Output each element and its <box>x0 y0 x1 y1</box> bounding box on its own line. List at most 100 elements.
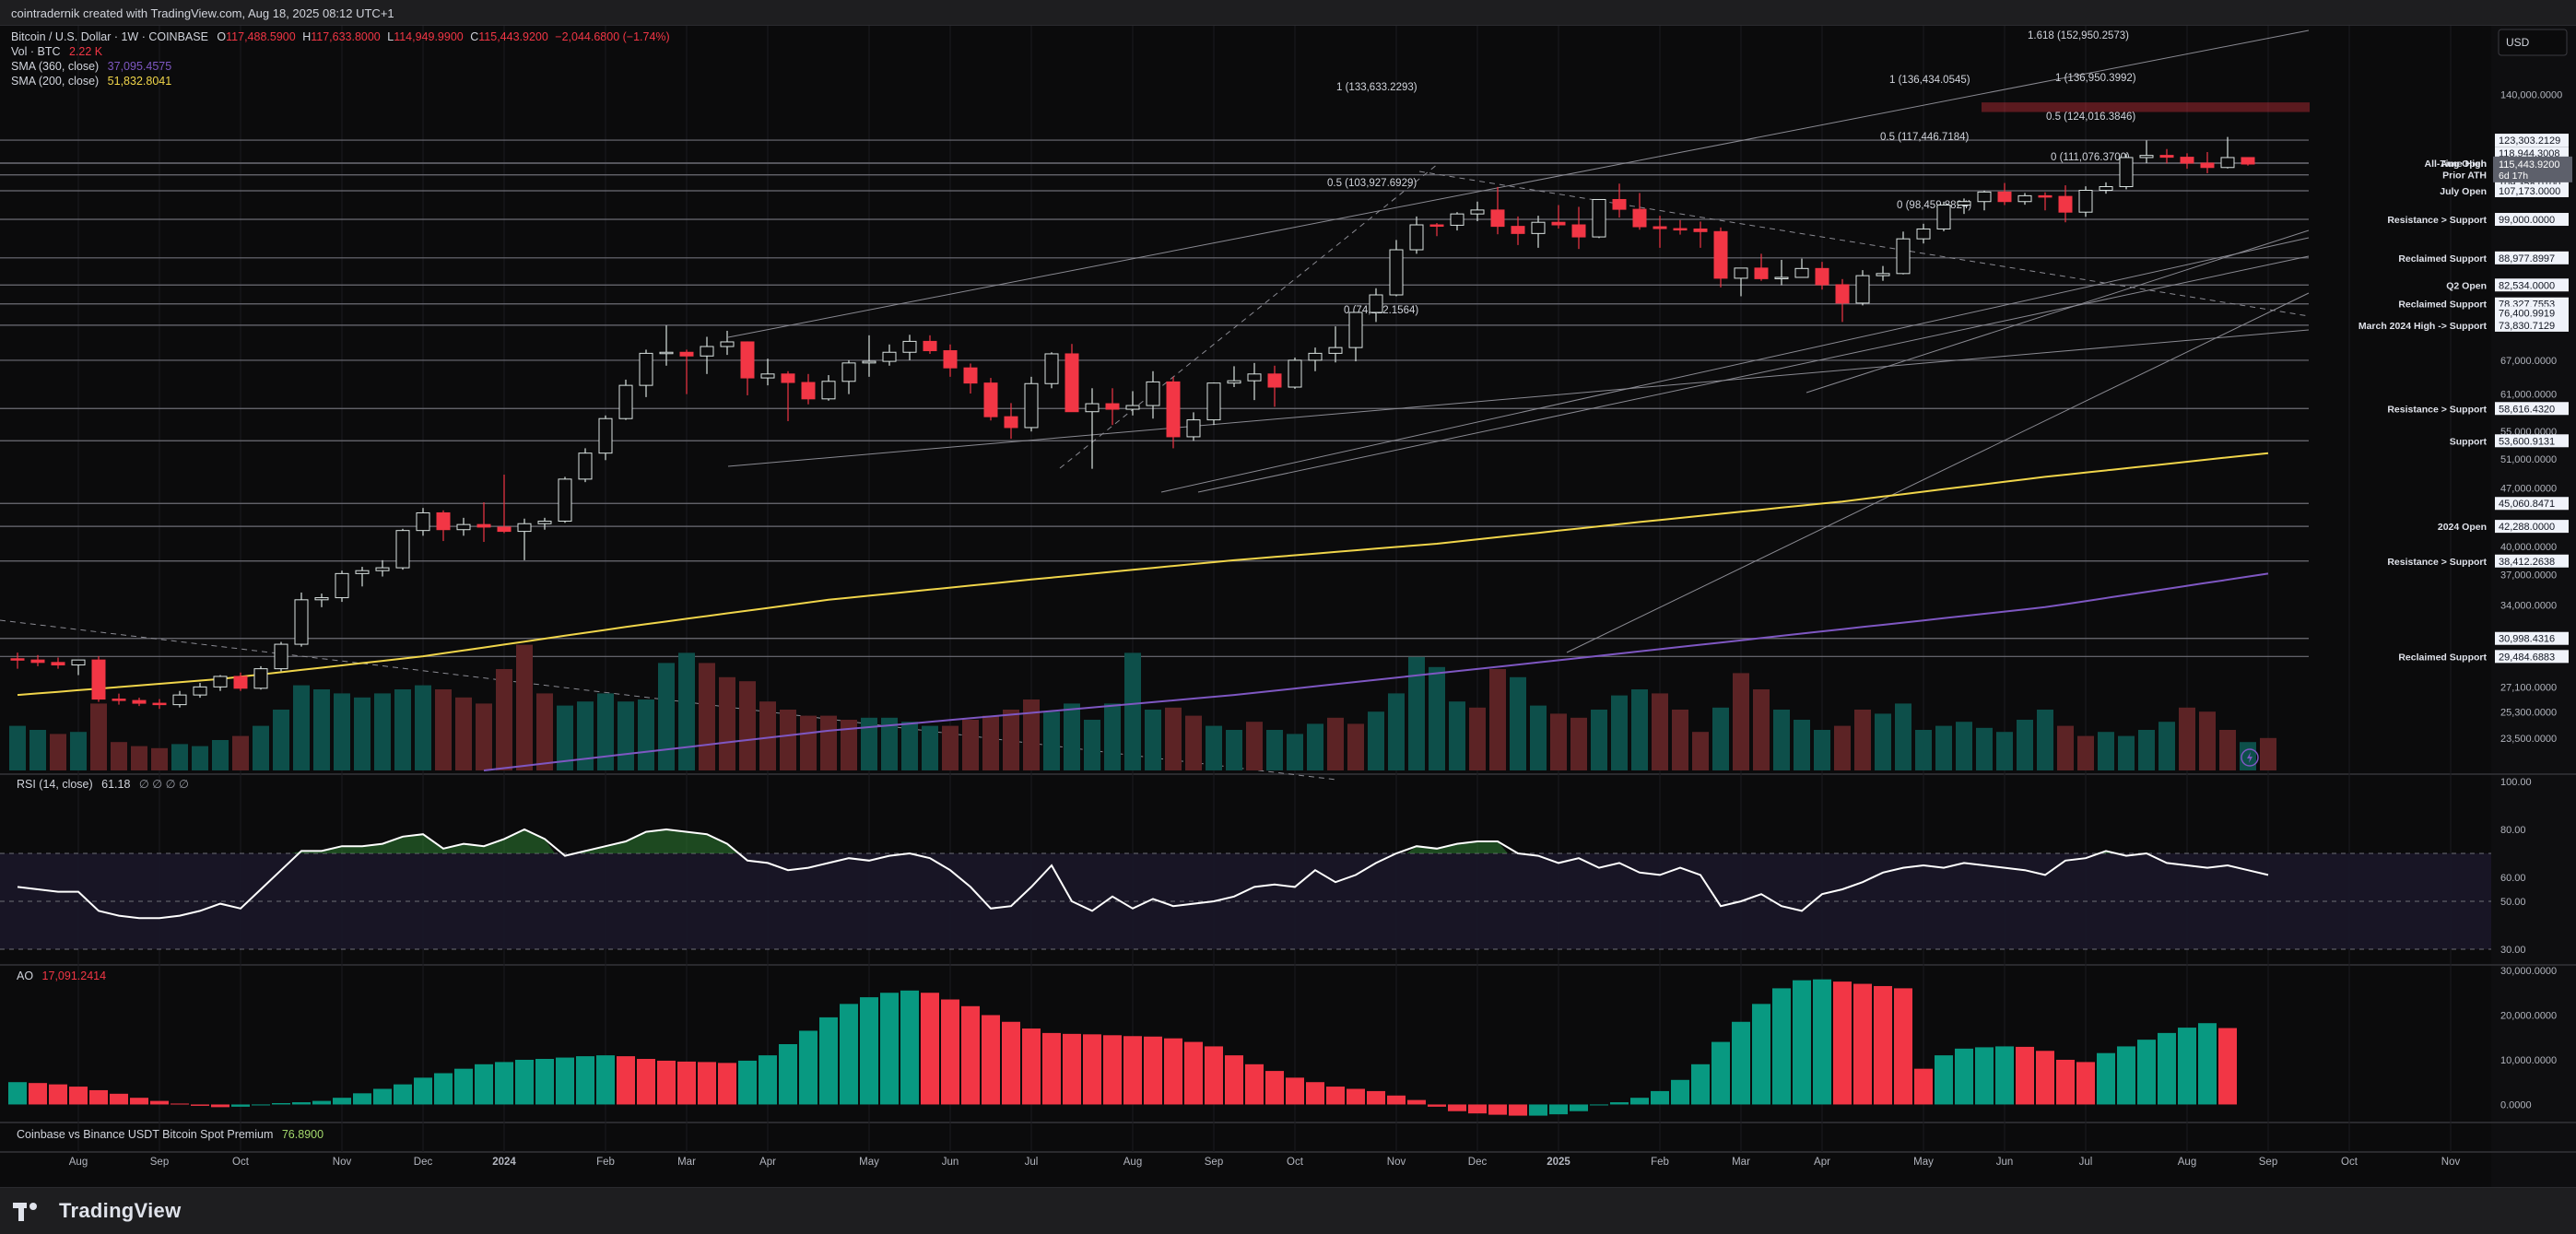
candle[interactable] <box>598 415 613 461</box>
rsi-line[interactable] <box>17 828 2269 920</box>
chart-area[interactable]: All-Time High Aug Open Prior ATH July Open R… <box>0 26 2576 1187</box>
candle[interactable] <box>1531 216 1546 248</box>
candle[interactable] <box>1592 198 1606 239</box>
candle[interactable] <box>335 570 349 603</box>
candle[interactable] <box>2099 182 2113 194</box>
candle[interactable] <box>112 693 126 705</box>
candle[interactable] <box>841 359 856 394</box>
candle[interactable] <box>1166 376 1181 449</box>
candle[interactable] <box>1632 193 1647 230</box>
candle[interactable] <box>1571 206 1586 250</box>
candle[interactable] <box>1146 370 1160 419</box>
candle[interactable] <box>274 641 288 672</box>
candle[interactable] <box>1227 366 1241 388</box>
candle[interactable] <box>2220 136 2235 169</box>
candle[interactable] <box>1085 388 1100 469</box>
candle[interactable] <box>1511 216 1525 245</box>
candle[interactable] <box>740 341 755 395</box>
candle[interactable] <box>821 375 836 401</box>
candle[interactable] <box>618 379 633 420</box>
candle[interactable] <box>233 672 248 691</box>
candle[interactable] <box>1774 259 1789 286</box>
candle[interactable] <box>1288 358 1302 389</box>
candle[interactable] <box>639 349 653 397</box>
candle[interactable] <box>1328 326 1343 363</box>
channel-line[interactable] <box>727 329 2310 467</box>
candle[interactable] <box>1734 267 1748 297</box>
channel-line[interactable] <box>1806 229 2310 394</box>
candle[interactable] <box>1977 190 1992 211</box>
candle[interactable] <box>2058 185 2073 223</box>
candle[interactable] <box>1308 347 1323 371</box>
candle[interactable] <box>700 336 714 374</box>
candle[interactable] <box>132 698 147 707</box>
candle[interactable] <box>1876 265 1890 281</box>
candle[interactable] <box>416 508 430 536</box>
candle[interactable] <box>152 699 167 710</box>
candle[interactable] <box>2139 140 2154 163</box>
candle[interactable] <box>1997 182 2012 206</box>
candle[interactable] <box>2159 148 2174 164</box>
candle[interactable] <box>2078 186 2093 217</box>
candle[interactable] <box>781 370 795 421</box>
candle[interactable] <box>1754 253 1769 281</box>
candle[interactable] <box>1612 183 1627 218</box>
candle[interactable] <box>1125 391 1140 416</box>
candle[interactable] <box>456 517 471 536</box>
candle[interactable] <box>1105 388 1120 426</box>
candle[interactable] <box>1936 201 1951 231</box>
candle[interactable] <box>679 349 694 394</box>
candle[interactable] <box>1713 227 1728 288</box>
candle[interactable] <box>1267 365 1282 407</box>
sma200-line[interactable] <box>17 452 2269 697</box>
candle[interactable] <box>294 592 309 647</box>
sma360-line[interactable] <box>483 572 2269 771</box>
candle[interactable] <box>172 690 187 708</box>
candle[interactable] <box>395 528 410 570</box>
candle[interactable] <box>923 335 937 354</box>
candle[interactable] <box>1065 344 1079 413</box>
candle[interactable] <box>2241 157 2255 166</box>
candle[interactable] <box>1551 205 1566 229</box>
channel-line[interactable] <box>727 29 2310 338</box>
candle[interactable] <box>801 373 816 405</box>
candle[interactable] <box>943 344 958 377</box>
candle[interactable] <box>1855 270 1870 306</box>
candle[interactable] <box>862 335 876 377</box>
candle[interactable] <box>963 363 978 394</box>
tradingview-brand[interactable]: TradingView <box>13 1199 182 1223</box>
channel-line[interactable] <box>1566 292 2310 653</box>
candle[interactable] <box>497 475 512 534</box>
candle[interactable] <box>1409 216 1424 254</box>
candle[interactable] <box>1896 231 1911 275</box>
candle[interactable] <box>1815 262 1829 290</box>
candle[interactable] <box>558 476 572 523</box>
candle[interactable] <box>720 330 735 356</box>
candle[interactable] <box>1916 223 1931 244</box>
candle[interactable] <box>1044 352 1059 389</box>
candle[interactable] <box>1957 198 1971 215</box>
currency-button[interactable] <box>2498 29 2568 56</box>
candle[interactable] <box>1186 412 1201 441</box>
candle[interactable] <box>1490 186 1505 235</box>
candle[interactable] <box>51 657 65 669</box>
candle[interactable] <box>1247 362 1262 401</box>
candle[interactable] <box>1429 223 1444 237</box>
candle[interactable] <box>213 675 228 691</box>
candle[interactable] <box>1450 212 1464 231</box>
lightning-icon[interactable] <box>2241 748 2259 767</box>
candle[interactable] <box>476 502 491 543</box>
candle[interactable] <box>517 518 532 560</box>
candle[interactable] <box>902 335 917 360</box>
candle[interactable] <box>1389 240 1404 297</box>
candle[interactable] <box>983 378 998 421</box>
candle[interactable] <box>30 654 45 666</box>
candle[interactable] <box>659 325 674 366</box>
candle[interactable] <box>91 656 106 702</box>
candle[interactable] <box>253 665 268 690</box>
candle[interactable] <box>2017 193 2032 206</box>
candle[interactable] <box>537 517 552 530</box>
channel-line[interactable] <box>1197 255 2310 493</box>
candle[interactable] <box>1794 258 1809 278</box>
